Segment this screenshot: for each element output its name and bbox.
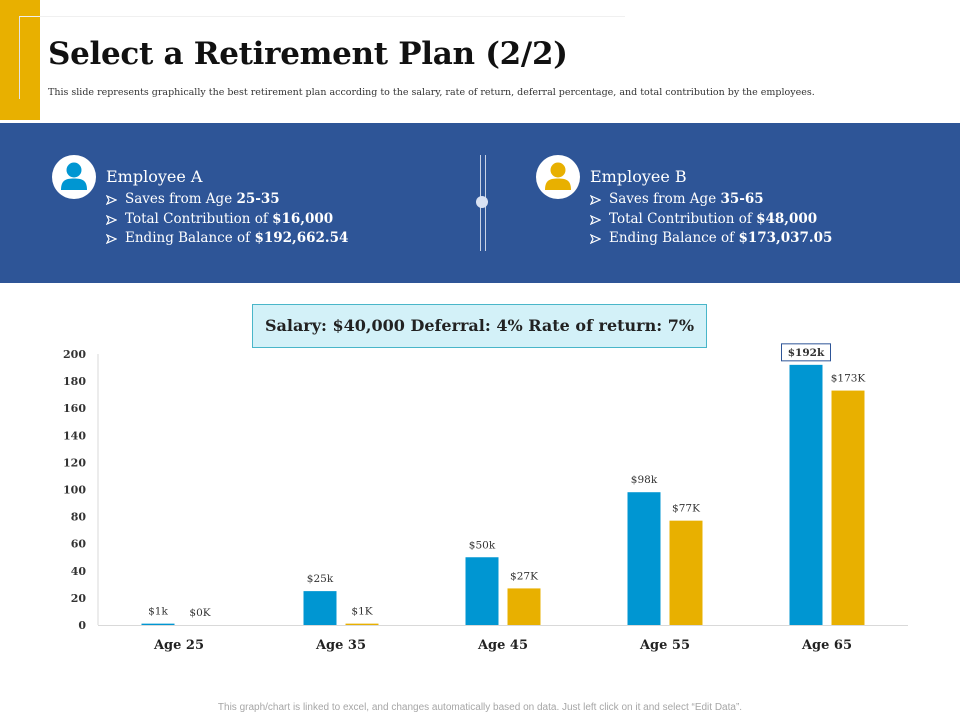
bar [465,557,499,625]
data-label: $50k [469,539,496,551]
data-label: $1k [148,606,168,618]
x-tick-label: Age 45 [477,638,528,653]
detail-label: Saves from Age [609,191,721,207]
y-tick-label: 200 [63,348,86,361]
detail-label: Ending Balance of [125,230,255,246]
x-tick-label: Age 65 [801,638,852,653]
detail-ending-balance: Ending Balance of $173,037.05 [590,229,832,249]
detail-age-range: Saves from Age 25-35 [106,190,348,210]
y-tick-label: 100 [63,484,86,497]
detail-value: $192,662.54 [254,230,349,246]
y-tick-label: 60 [71,538,87,551]
arrow-bullet-icon [590,234,601,244]
detail-value: $48,000 [756,210,818,227]
user-icon [545,162,571,190]
detail-label: Total Contribution of [125,210,273,227]
x-axis: Age 25 Age 35 Age 45 Age 55 Age 65 [153,638,852,653]
arrow-bullet-icon [590,195,601,205]
detail-label: Total Contribution of [609,210,757,227]
bar [141,623,175,625]
bar [669,520,703,625]
detail-total-contribution: Total Contribution of $48,000 [590,210,832,230]
detail-value: $16,000 [272,210,334,227]
arrow-bullet-icon [590,214,601,225]
data-label: $173K [831,373,866,385]
avatar [536,155,580,199]
bar [627,492,661,625]
highlight-label-box [781,343,831,362]
page-title: Select a Retirement Plan (2/2) [48,36,568,72]
data-label: $98k [631,474,658,486]
employee-name: Employee B [590,167,687,186]
data-label: $1K [351,606,372,618]
user-icon [61,162,87,190]
detail-age-range: Saves from Age 35-65 [590,190,832,210]
employee-details: Saves from Age 25-35 Total Contribution … [106,190,348,249]
data-labels: $1k $25k $50k $98k $192k $0K $1K $27K $77K $173K [148,343,866,619]
data-label: $27K [510,570,538,582]
avatar [52,155,96,199]
y-tick-label: 120 [63,456,86,469]
data-label: $77K [672,503,700,515]
y-tick-label: 0 [78,619,86,632]
y-tick-label: 80 [71,511,87,524]
employee-name: Employee A [106,167,203,186]
title-frame [19,16,625,99]
chart-axes [97,354,908,626]
bar [507,588,541,625]
detail-label: Saves from Age [125,191,237,207]
y-tick-label: 40 [71,565,87,578]
bar [831,390,865,625]
arrow-bullet-icon [106,214,117,225]
detail-value: 25-35 [236,191,280,207]
x-tick-label: Age 35 [315,638,366,653]
x-tick-label: Age 25 [153,638,204,653]
detail-value: $173,037.05 [738,230,833,246]
divider-dot [476,196,488,208]
bar [345,623,379,625]
detail-value: 35-65 [720,191,764,207]
data-label: $25k [307,573,334,585]
footer-note: This graph/chart is linked to excel, and… [217,702,743,713]
bar-series [141,364,865,625]
page-subtitle: This slide represents graphically the be… [48,87,815,98]
y-tick-label: 180 [63,375,86,388]
data-label: $192k [788,347,825,359]
arrow-bullet-icon [106,195,117,205]
arrow-bullet-icon [106,234,117,244]
employee-details: Saves from Age 35-65 Total Contribution … [590,190,832,249]
y-tick-label: 140 [63,429,86,442]
y-axis: 0 20 40 60 80 100 120 140 160 180 200 [63,348,86,632]
data-label: $0K [189,607,210,619]
detail-label: Ending Balance of [609,230,739,246]
bar [789,364,823,625]
salary-assumptions-box: Salary: $40,000 Deferral: 4% Rate of ret… [252,304,707,348]
detail-total-contribution: Total Contribution of $16,000 [106,210,348,230]
y-tick-label: 160 [63,402,86,415]
y-tick-label: 20 [71,592,87,605]
x-tick-label: Age 55 [639,638,690,653]
accent-bar [0,0,40,120]
detail-ending-balance: Ending Balance of $192,662.54 [106,229,348,249]
bar [303,591,337,625]
